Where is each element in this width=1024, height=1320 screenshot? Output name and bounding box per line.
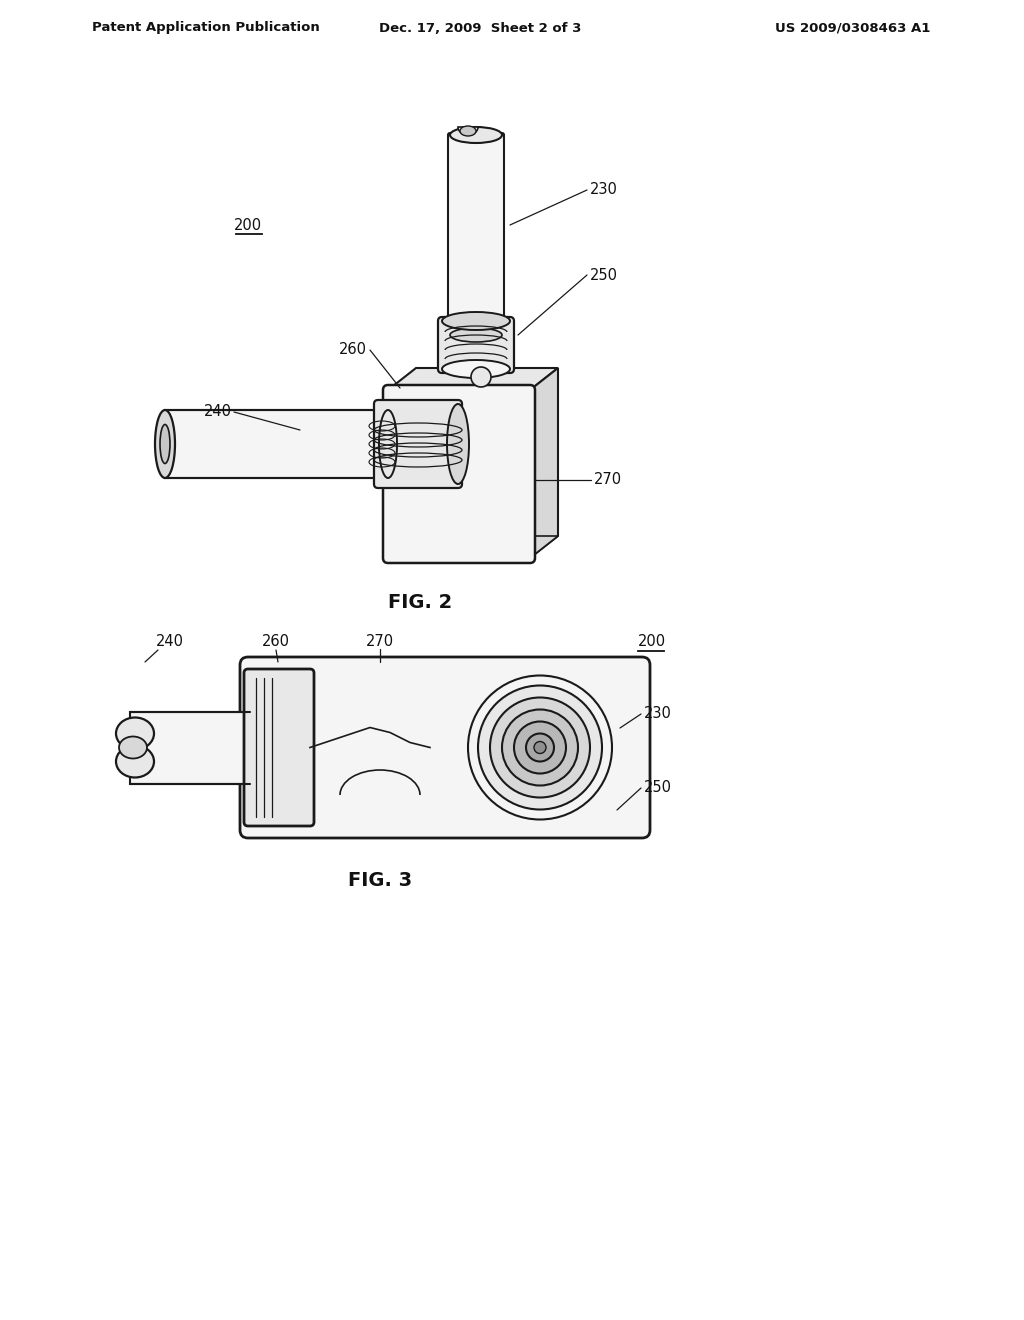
Ellipse shape bbox=[471, 367, 490, 387]
Circle shape bbox=[490, 697, 590, 797]
Text: US 2009/0308463 A1: US 2009/0308463 A1 bbox=[774, 21, 930, 34]
Ellipse shape bbox=[447, 404, 469, 484]
Text: 260: 260 bbox=[262, 635, 290, 649]
Ellipse shape bbox=[116, 746, 154, 777]
Text: 260: 260 bbox=[339, 342, 367, 358]
Text: 250: 250 bbox=[644, 780, 672, 796]
Circle shape bbox=[478, 685, 602, 809]
Polygon shape bbox=[458, 127, 478, 135]
Polygon shape bbox=[530, 368, 558, 558]
Polygon shape bbox=[388, 368, 558, 389]
Ellipse shape bbox=[116, 718, 154, 750]
Ellipse shape bbox=[442, 360, 510, 378]
Text: 230: 230 bbox=[644, 706, 672, 722]
Ellipse shape bbox=[450, 127, 502, 143]
Circle shape bbox=[468, 676, 612, 820]
Polygon shape bbox=[165, 411, 388, 478]
Text: 200: 200 bbox=[233, 218, 262, 232]
Polygon shape bbox=[388, 536, 558, 558]
Circle shape bbox=[534, 742, 546, 754]
Ellipse shape bbox=[155, 411, 175, 478]
FancyBboxPatch shape bbox=[438, 317, 514, 374]
Ellipse shape bbox=[460, 125, 476, 136]
Circle shape bbox=[502, 710, 578, 785]
Ellipse shape bbox=[119, 737, 147, 759]
Text: FIG. 3: FIG. 3 bbox=[348, 870, 412, 890]
Text: 240: 240 bbox=[204, 404, 232, 420]
Text: Dec. 17, 2009  Sheet 2 of 3: Dec. 17, 2009 Sheet 2 of 3 bbox=[379, 21, 582, 34]
Text: Patent Application Publication: Patent Application Publication bbox=[92, 21, 319, 34]
FancyBboxPatch shape bbox=[244, 669, 314, 826]
Ellipse shape bbox=[379, 411, 397, 478]
Text: 240: 240 bbox=[156, 635, 184, 649]
Ellipse shape bbox=[442, 312, 510, 330]
Circle shape bbox=[526, 734, 554, 762]
Text: 230: 230 bbox=[590, 182, 617, 198]
Circle shape bbox=[514, 722, 566, 774]
FancyBboxPatch shape bbox=[383, 385, 535, 564]
Text: 270: 270 bbox=[366, 635, 394, 649]
Polygon shape bbox=[388, 389, 530, 558]
FancyBboxPatch shape bbox=[374, 400, 462, 488]
Text: FIG. 2: FIG. 2 bbox=[388, 593, 453, 611]
Ellipse shape bbox=[160, 425, 170, 463]
FancyBboxPatch shape bbox=[449, 133, 504, 337]
Ellipse shape bbox=[450, 327, 502, 342]
Text: 200: 200 bbox=[638, 635, 667, 649]
FancyBboxPatch shape bbox=[240, 657, 650, 838]
Text: 250: 250 bbox=[590, 268, 618, 282]
Polygon shape bbox=[130, 711, 250, 784]
Text: 270: 270 bbox=[594, 473, 623, 487]
